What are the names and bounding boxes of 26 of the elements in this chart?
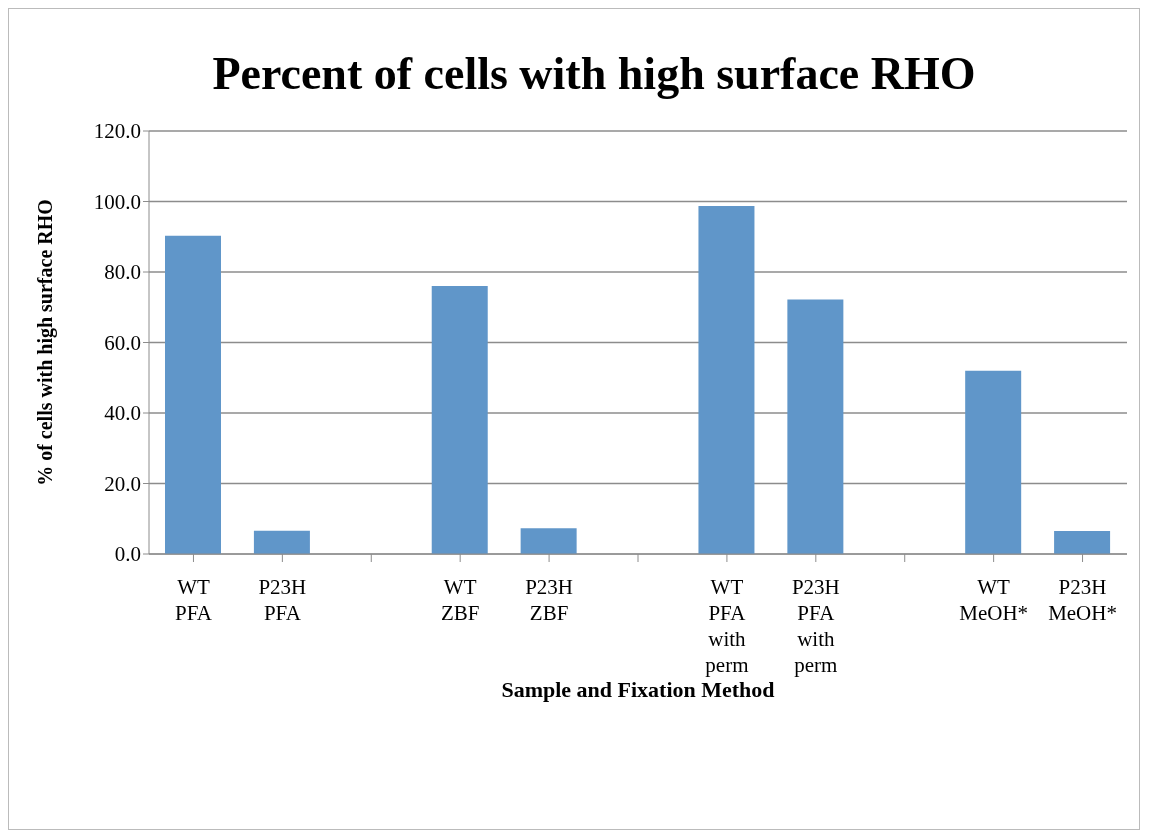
y-tick-label: 0.0 <box>114 542 141 567</box>
chart-title: Percent of cells with high surface RHO <box>211 47 977 100</box>
x-tick-label: P23H PFA <box>258 575 307 625</box>
bar <box>165 235 221 554</box>
x-tick-label: WT PFA with perm <box>705 575 749 677</box>
y-axis-title: % of cells with high surface RHO <box>34 199 58 486</box>
x-axis-title: Sample and Fixation Method <box>501 677 775 702</box>
bar <box>253 530 310 554</box>
y-tick-label: 20.0 <box>104 471 141 496</box>
y-tick-label: 120.0 <box>93 119 141 144</box>
x-tick-label: P23H MeOH* <box>1048 575 1117 625</box>
bar <box>1054 531 1111 554</box>
bar <box>787 299 844 554</box>
bar <box>698 206 755 554</box>
x-tick-label: WT ZBF <box>440 575 480 625</box>
x-tick-label: P23H PFA with perm <box>791 575 840 677</box>
y-tick-label: 80.0 <box>104 260 141 285</box>
x-tick-label: WT MeOH* <box>959 575 1029 625</box>
bar <box>965 370 1022 554</box>
bar <box>431 286 488 554</box>
y-tick-label: 60.0 <box>104 330 141 355</box>
x-tick-label: WT PFA <box>174 575 213 625</box>
bar <box>520 528 577 554</box>
y-tick-label: 40.0 <box>104 401 141 426</box>
y-tick-label: 100.0 <box>93 189 141 214</box>
x-tick-label: P23H ZBF <box>525 575 574 625</box>
